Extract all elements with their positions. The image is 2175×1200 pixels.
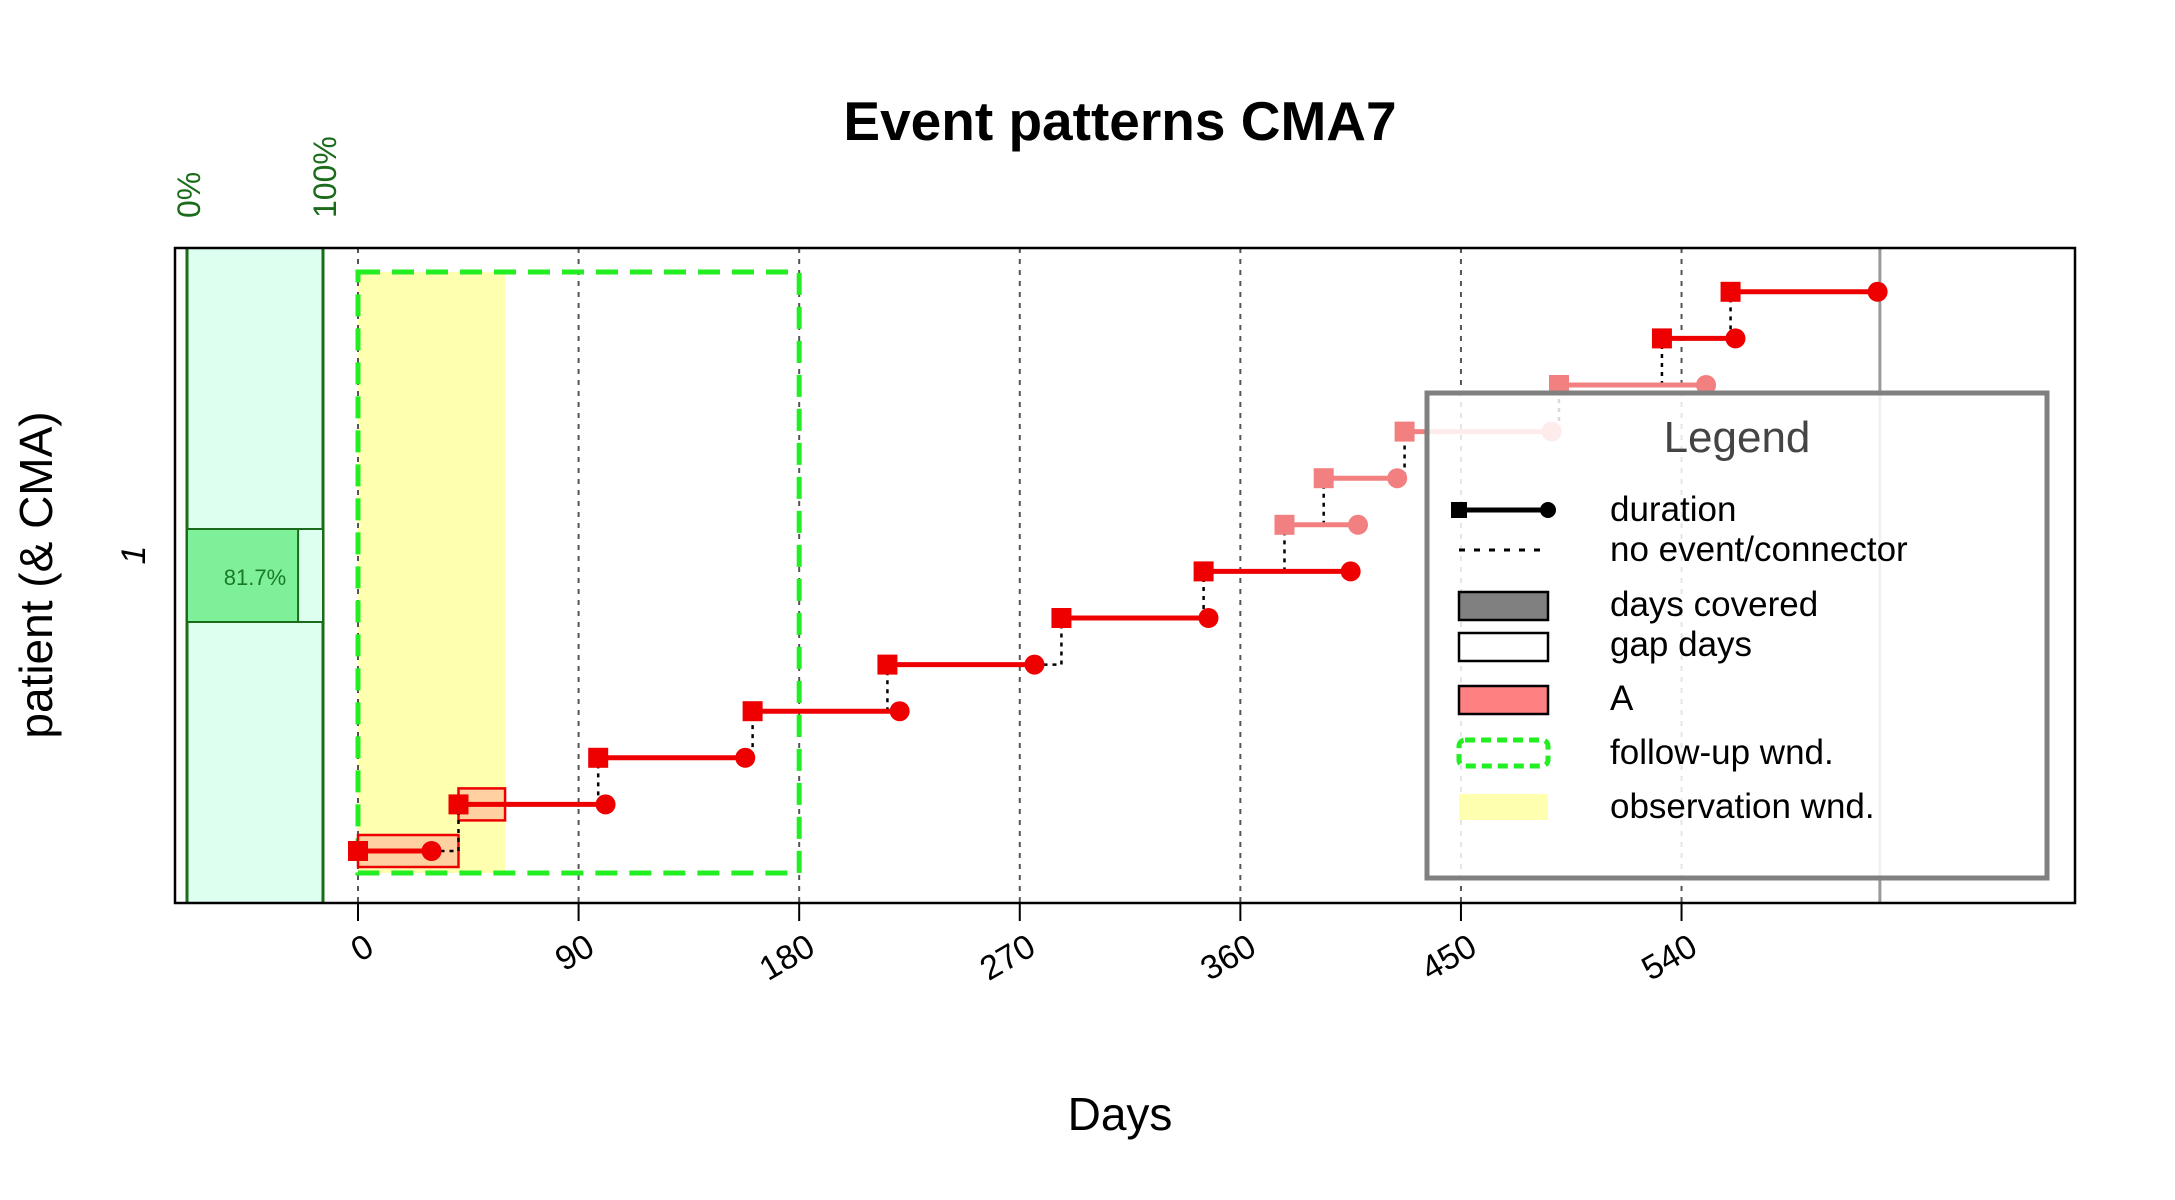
event-start-11 xyxy=(1651,328,1672,349)
legend-title: Legend xyxy=(1664,413,1811,462)
event-start-0 xyxy=(348,841,368,861)
legend-item-follow-up-window: follow-up wnd. xyxy=(1456,733,1834,772)
legend-item-connector: no event/connector xyxy=(1459,530,1908,569)
event-start-2 xyxy=(588,747,609,768)
event-end-1 xyxy=(595,794,616,815)
legend-item-medication-a: A xyxy=(1457,679,1634,718)
legend-item-observation-window: observation wnd. xyxy=(1459,787,1875,826)
legend-item-duration: duration xyxy=(1451,490,1736,529)
legend-label-gap-days: gap days xyxy=(1610,625,1752,664)
event-end-6 xyxy=(1340,561,1361,582)
legend-label-duration: duration xyxy=(1610,490,1736,529)
legend-label-follow-up-window: follow-up wnd. xyxy=(1610,733,1834,772)
legend-label-medication-a: A xyxy=(1610,679,1634,718)
event-end-7 xyxy=(1348,514,1369,535)
patient-label: 1 xyxy=(115,546,153,565)
event-start-6 xyxy=(1193,561,1214,582)
x-axis-label: Days xyxy=(1068,1088,1173,1140)
event-end-2 xyxy=(735,747,756,768)
event-start-12 xyxy=(1720,281,1741,302)
event-end-8 xyxy=(1387,468,1408,489)
cma-scale-100-label: 100% xyxy=(307,136,343,218)
legend-label-days-covered: days covered xyxy=(1610,585,1818,624)
event-start-4 xyxy=(877,654,898,675)
chart-title: Event patterns CMA7 xyxy=(843,90,1396,152)
cma-value-label: 81.7% xyxy=(224,565,286,590)
event-end-0 xyxy=(421,841,442,861)
legend-label-connector: no event/connector xyxy=(1610,530,1908,569)
event-end-12 xyxy=(1867,281,1888,302)
cma-bar xyxy=(186,528,300,623)
event-start-7 xyxy=(1274,514,1295,535)
event-start-8 xyxy=(1313,468,1334,489)
y-axis-label: patient (& CMA) xyxy=(10,411,62,738)
event-end-3 xyxy=(889,701,910,722)
cma-panel: 81.7% 0% 100% xyxy=(171,136,343,903)
legend: Legend duration no event/connector days … xyxy=(1424,390,2050,881)
duration-start-icon xyxy=(1451,502,1467,518)
legend-item-days-covered: days covered xyxy=(1457,585,1818,624)
event-start-10 xyxy=(1548,375,1569,395)
observation-window xyxy=(358,272,506,873)
follow-up-window xyxy=(355,269,802,876)
event-start-9 xyxy=(1394,421,1415,442)
event-end-5 xyxy=(1198,608,1219,628)
cma-scale-0-label: 0% xyxy=(171,172,207,218)
legend-label-observation-window: observation wnd. xyxy=(1610,787,1875,826)
event-end-4 xyxy=(1024,654,1045,675)
event-start-1 xyxy=(448,794,469,815)
event-end-10 xyxy=(1696,375,1717,395)
duration-end-icon xyxy=(1540,502,1556,518)
event-start-5 xyxy=(1051,608,1072,628)
event-start-3 xyxy=(742,701,763,722)
event-end-11 xyxy=(1725,328,1746,349)
legend-item-gap-days: gap days xyxy=(1457,625,1752,664)
